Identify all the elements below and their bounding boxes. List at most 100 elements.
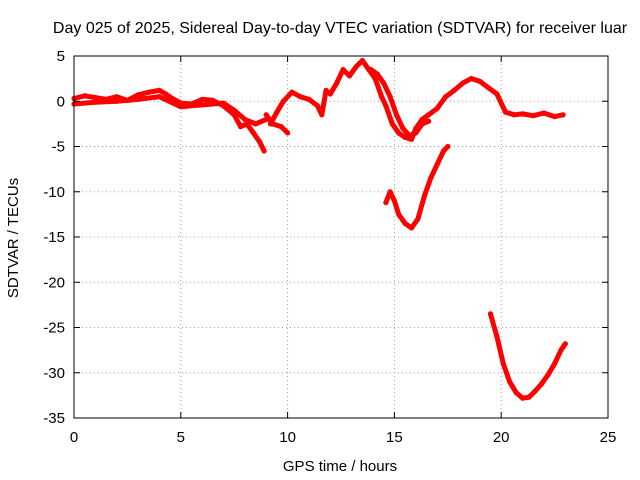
sdtvar-data-point xyxy=(532,388,539,394)
sdtvar-data-point xyxy=(468,76,474,82)
sdtvar-data-point xyxy=(92,95,98,101)
sdtvar-data-point xyxy=(485,85,491,91)
sdtvar-series-line xyxy=(71,87,267,154)
y-tick-label: -20 xyxy=(43,274,65,291)
sdtvar-data-point xyxy=(494,334,500,340)
y-tick-label: -35 xyxy=(43,410,65,427)
sdtvar-data-point xyxy=(319,112,325,118)
sdtvar-data-point xyxy=(520,395,526,401)
x-axis-label: GPS time / hours xyxy=(283,458,397,475)
sdtvar-data-point xyxy=(443,94,449,100)
sdtvar-data-point xyxy=(92,99,98,105)
sdtvar-data-point xyxy=(346,73,353,79)
sdtvar-data-point xyxy=(372,76,378,82)
y-tick-label: 5 xyxy=(57,48,65,65)
sdtvar-series-line xyxy=(368,67,432,139)
sdtvar-data-point xyxy=(146,89,152,95)
sdtvar-data-point xyxy=(199,96,205,102)
sdtvar-data-point xyxy=(199,102,205,108)
sdtvar-data-point xyxy=(231,107,237,113)
x-tick-label: 15 xyxy=(386,429,403,446)
grid xyxy=(74,56,608,418)
sdtvar-data-point xyxy=(387,189,393,195)
sdtvar-data-point xyxy=(220,100,227,106)
sdtvar-data-point xyxy=(500,361,506,367)
y-tick-label: -30 xyxy=(43,365,65,382)
sdtvar-data-point xyxy=(379,94,385,100)
y-axis-label: SDTVAR / TECUs xyxy=(5,178,22,298)
y-tick-label: -10 xyxy=(43,184,65,201)
sdtvar-data-point xyxy=(460,80,466,86)
sdtvar-data-point xyxy=(253,121,259,127)
sdtvar-data-point xyxy=(408,225,415,231)
sdtvar-data-point xyxy=(434,162,440,168)
sdtvar-data-point xyxy=(445,143,451,150)
sdtvar-data-point xyxy=(421,193,427,199)
sdtvar-series-line xyxy=(488,311,568,401)
sdtvar-data-point xyxy=(387,94,393,100)
x-tick-label: 10 xyxy=(279,429,296,446)
sdtvar-data-point xyxy=(562,341,568,347)
x-tick-label: 0 xyxy=(70,429,78,446)
sdtvar-data-point xyxy=(368,67,374,73)
sdtvar-data-point xyxy=(353,64,359,70)
sdtvar-data-point xyxy=(242,116,248,122)
sdtvar-data-point xyxy=(156,87,162,93)
sdtvar-data-point xyxy=(415,216,421,222)
sdtvar-data-point xyxy=(178,104,184,110)
sdtvar-data-point xyxy=(261,148,267,154)
sdtvar-data-point xyxy=(285,130,291,136)
sdtvar-data-point xyxy=(263,112,269,118)
sdtvar-data-point xyxy=(238,124,244,130)
sdtvar-data-point xyxy=(402,134,408,140)
sdtvar-data-point xyxy=(558,347,564,353)
sdtvar-data-point xyxy=(323,87,329,93)
sdtvar-data-point xyxy=(419,121,425,127)
sdtvar-data-point xyxy=(402,220,408,226)
sdtvar-data-point xyxy=(114,94,120,100)
sdtvar-data-point xyxy=(526,394,532,400)
axis-ticks: 0 5 10 15 20 25 -35 -30 -25 -20 -15 -10 -5 0 5 xyxy=(43,48,616,446)
sdtvar-series-line xyxy=(263,112,291,136)
y-tick-label: -25 xyxy=(43,320,65,337)
sdtvar-data-point xyxy=(539,381,545,387)
sdtvar-data-point xyxy=(82,93,88,99)
sdtvar-data-point xyxy=(383,103,389,109)
sdtvar-data-point xyxy=(400,125,406,131)
sdtvar-data-point xyxy=(426,112,432,118)
y-tick-label: 0 xyxy=(57,93,65,110)
sdtvar-data-point xyxy=(545,372,551,378)
sdtvar-data-point xyxy=(274,109,280,115)
x-tick-label: 5 xyxy=(177,429,185,446)
sdtvar-data-point xyxy=(511,112,517,118)
sdtvar-data-point xyxy=(426,118,432,124)
sdtvar-data-point xyxy=(257,139,263,145)
sdtvar-data-point xyxy=(428,175,434,181)
sdtvar-data-point xyxy=(389,121,395,127)
sdtvar-data-point xyxy=(502,109,509,115)
x-tick-label: 20 xyxy=(493,429,510,446)
sdtvar-data-point xyxy=(163,91,169,97)
sdtvar-data-point xyxy=(340,67,346,73)
sdtvar-data-point xyxy=(507,379,513,385)
sdtvar-data-point xyxy=(393,112,400,118)
sdtvar-data-point xyxy=(552,114,558,120)
sdtvar-data-point xyxy=(327,91,333,97)
sdtvar-data-point xyxy=(250,130,256,136)
sdtvar-data-point xyxy=(314,103,321,109)
sdtvar-data-point xyxy=(334,80,340,86)
sdtvar-data-point xyxy=(156,94,162,100)
sdtvar-data-point xyxy=(440,148,447,154)
x-tick-label: 25 xyxy=(600,429,617,446)
sdtvar-data-point xyxy=(381,80,387,86)
sdtvar-data-point xyxy=(114,98,120,104)
sdtvar-data-point xyxy=(413,130,419,136)
sdtvar-data-point xyxy=(513,390,519,396)
series-layer xyxy=(71,57,568,401)
chart-title: Day 025 of 2025, Sidereal Day-to-day VTE… xyxy=(53,20,628,37)
sdtvar-data-point xyxy=(297,94,303,100)
sdtvar-data-point xyxy=(560,112,566,118)
sdtvar-data-point xyxy=(530,113,536,119)
sdtvar-data-point xyxy=(396,130,402,136)
